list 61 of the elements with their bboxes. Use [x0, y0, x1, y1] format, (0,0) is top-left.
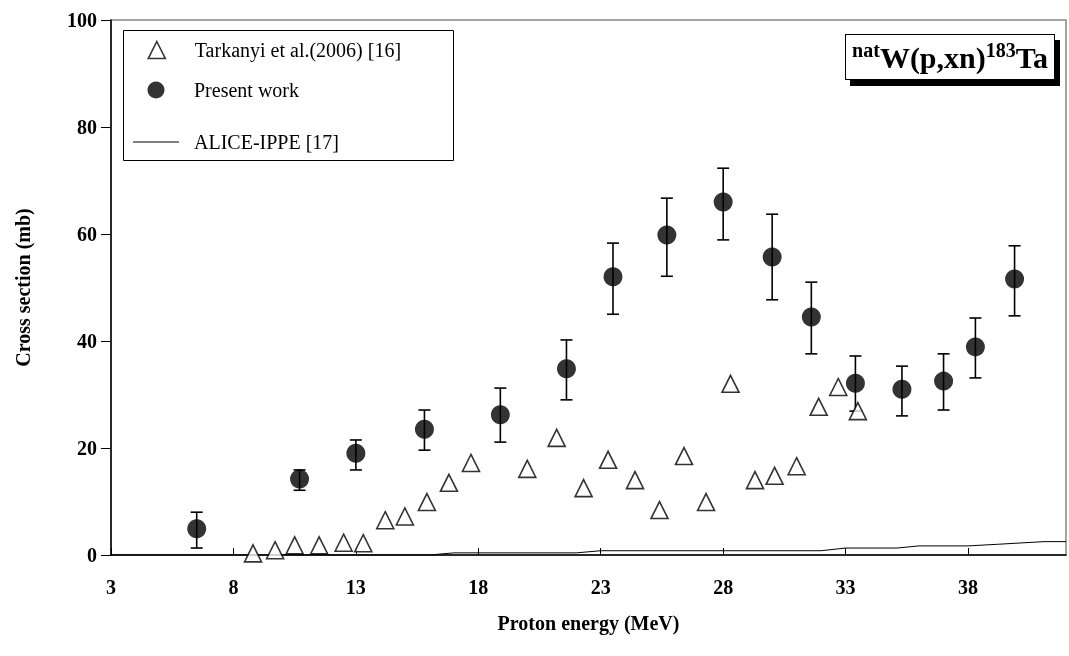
point [845, 373, 865, 393]
point [713, 192, 733, 212]
y-tick-label: 40 [77, 330, 97, 352]
point [243, 544, 263, 563]
x-tick-label: 33 [835, 576, 856, 598]
point [353, 533, 373, 553]
point [574, 478, 593, 498]
point [762, 247, 782, 267]
y-tick-label: 60 [77, 223, 97, 245]
point [395, 507, 415, 526]
text: $^{nat}$W(p,xn)$^{183}$Ta [845, 34, 1055, 80]
point [556, 359, 576, 379]
point [285, 536, 304, 555]
x-tick-label: 38 [958, 576, 979, 598]
y-tick-label: 80 [77, 116, 97, 138]
y-tick-label: 100 [67, 9, 97, 31]
x-axis-title: Proton energy (MeV) [497, 612, 680, 635]
x-tick-label: 18 [468, 576, 489, 598]
point [517, 459, 537, 479]
y-tick-label: 0 [87, 544, 97, 566]
y-tick-label: 20 [77, 437, 97, 459]
point [414, 419, 434, 439]
x-tick-label: 8 [228, 576, 239, 598]
point [696, 492, 716, 512]
legend-label: Tarkanyi et al.(2006) [16] [194, 39, 402, 62]
point [625, 470, 645, 490]
point [547, 428, 566, 448]
point [674, 446, 694, 466]
point [187, 519, 207, 539]
point [965, 337, 985, 357]
point [848, 401, 868, 421]
point [461, 453, 481, 473]
point [490, 405, 510, 425]
point [265, 540, 285, 560]
point [309, 536, 329, 555]
x-tick-label: 23 [590, 576, 611, 598]
point [346, 443, 366, 463]
point [892, 379, 912, 399]
point [745, 470, 765, 490]
point [809, 397, 828, 417]
point [375, 510, 395, 530]
point [721, 374, 740, 394]
point [417, 492, 437, 512]
point [650, 500, 669, 520]
y-axis-title: Cross section (mb) [12, 208, 35, 367]
x-tick-label: 13 [345, 576, 366, 598]
x-tick-label: 28 [713, 576, 734, 598]
point [765, 466, 784, 486]
point [787, 456, 806, 476]
legend-label: Present work [194, 79, 299, 101]
point [934, 371, 954, 391]
point [828, 377, 848, 397]
point [334, 533, 353, 552]
x-tick-label: 3 [106, 576, 116, 598]
point [603, 267, 623, 287]
point [598, 450, 618, 470]
legend-label: ALICE-IPPE [17] [194, 131, 339, 153]
point [657, 225, 677, 245]
point [1005, 269, 1025, 289]
point [439, 473, 459, 493]
point [801, 307, 821, 327]
